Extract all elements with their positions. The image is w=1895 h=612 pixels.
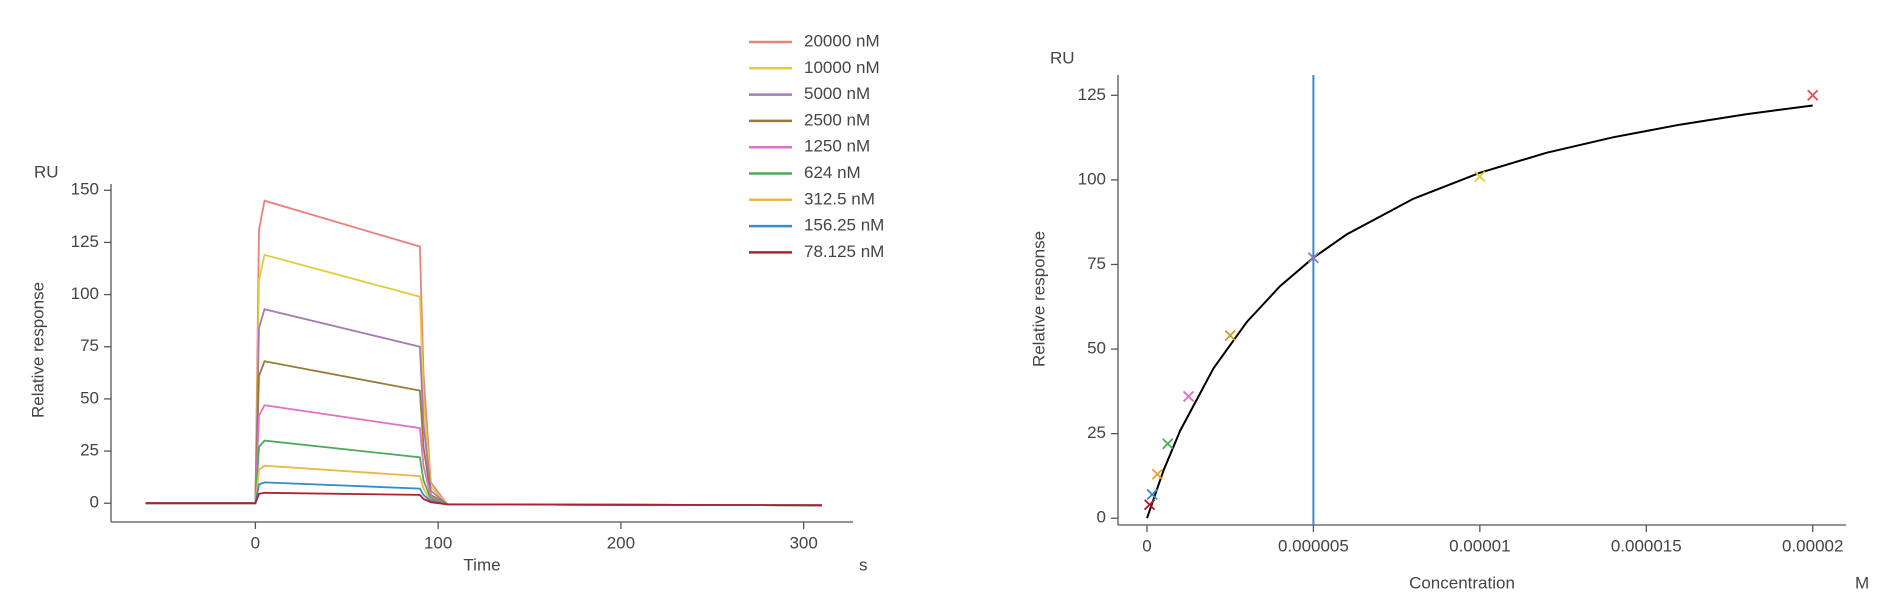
y-tick-label: 75 <box>1087 254 1106 273</box>
series-line <box>145 404 822 507</box>
data-point <box>1143 499 1156 511</box>
y-tick-label: 75 <box>80 336 99 355</box>
y-tick-label: 150 <box>71 180 99 199</box>
x-axis-label: Time <box>463 555 500 574</box>
y-tick-label: 25 <box>1087 423 1106 442</box>
legend-label: 624 nM <box>804 163 861 182</box>
legend-label: 5000 nM <box>804 84 870 103</box>
data-point <box>1807 89 1819 101</box>
x-tick-label: 0.00001 <box>1449 536 1510 555</box>
y-tick-label: 125 <box>1078 85 1106 104</box>
y-tick-label: 100 <box>71 284 99 303</box>
x-tick-label: 0 <box>251 533 260 552</box>
legend-label: 2500 nM <box>804 110 870 129</box>
x-unit: s <box>859 555 868 574</box>
x-unit: M <box>1855 573 1869 592</box>
legend-label: 78.125 nM <box>804 242 884 261</box>
series-line <box>145 464 822 507</box>
data-point <box>1146 488 1158 501</box>
data-point <box>1307 252 1320 264</box>
x-tick-label: 300 <box>789 533 817 552</box>
y-tick-label: 100 <box>1078 169 1106 188</box>
data-point <box>1224 329 1236 342</box>
x-axis-label: Concentration <box>1409 573 1515 592</box>
y-unit: RU <box>1050 48 1075 67</box>
y-tick-label: 125 <box>71 232 99 251</box>
legend-label: 156.25 nM <box>804 216 884 235</box>
y-axis-label: Relative response <box>28 282 47 418</box>
fit-curve <box>1146 104 1813 519</box>
y-tick-label: 50 <box>1087 339 1106 358</box>
x-tick-label: 0.000005 <box>1278 536 1349 555</box>
x-tick-label: 200 <box>607 533 635 552</box>
data-point <box>1162 438 1174 450</box>
series-line <box>145 491 822 507</box>
y-tick-label: 50 <box>80 388 99 407</box>
x-tick-label: 0.00002 <box>1782 536 1843 555</box>
y-axis-label: Relative response <box>1029 231 1048 367</box>
series-line <box>145 481 822 507</box>
series-line <box>145 308 822 507</box>
legend-label: 312.5 nM <box>804 189 875 208</box>
legend-label: 10000 nM <box>804 58 880 77</box>
series-line <box>145 199 822 507</box>
legend-label: 20000 nM <box>804 31 880 50</box>
data-point <box>1182 390 1195 403</box>
y-tick-label: 25 <box>80 441 99 460</box>
series-line <box>145 439 822 507</box>
legend-label: 1250 nM <box>804 137 870 156</box>
x-tick-label: 0.000015 <box>1611 536 1682 555</box>
data-point <box>1151 468 1163 480</box>
y-unit: RU <box>34 162 59 181</box>
x-tick-label: 100 <box>424 533 452 552</box>
series-line <box>145 253 822 507</box>
data-point <box>1474 170 1486 183</box>
y-tick-label: 0 <box>1097 508 1106 527</box>
x-tick-label: 0 <box>1142 536 1151 555</box>
series-line <box>145 360 822 507</box>
y-tick-label: 0 <box>90 493 99 512</box>
